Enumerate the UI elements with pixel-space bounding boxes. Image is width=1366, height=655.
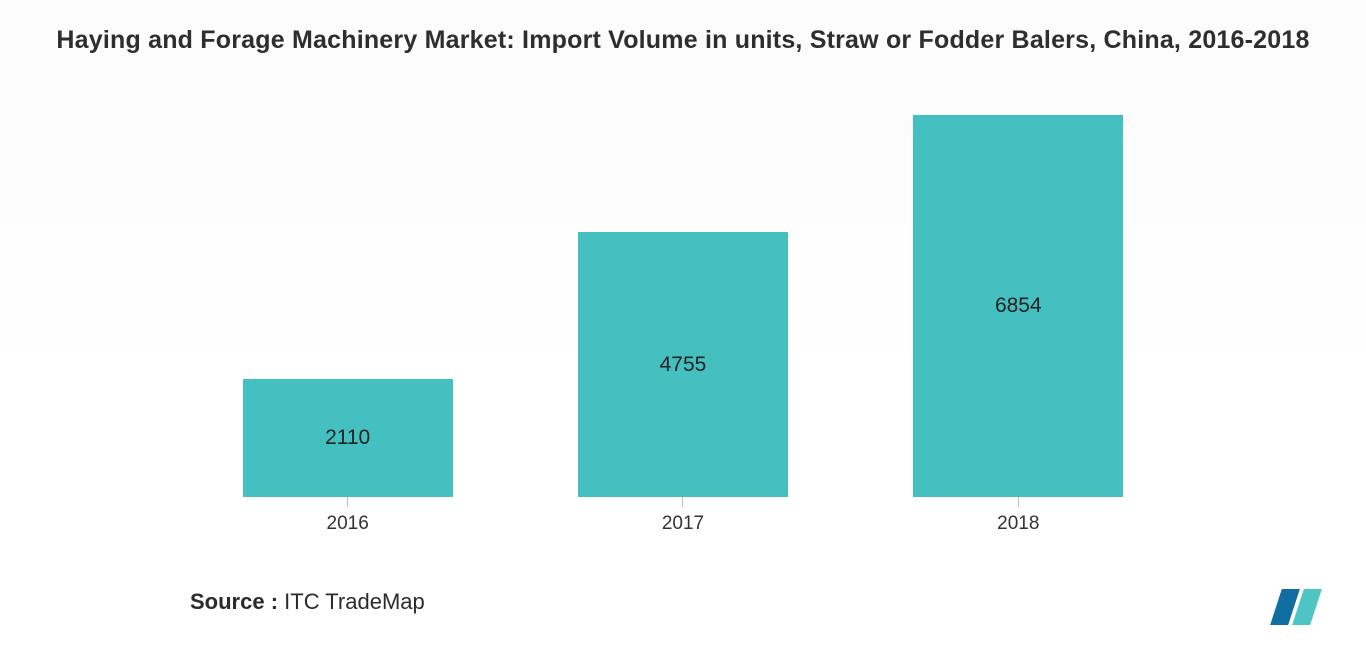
bar-value-label: 6854	[995, 294, 1042, 318]
x-tick-mark	[682, 497, 683, 507]
chart-plot-area: 211047556854 201620172018	[180, 115, 1186, 497]
bar-slot: 4755	[515, 232, 850, 497]
bar-slot: 6854	[851, 115, 1186, 497]
bars-row: 2110 4755 6854	[180, 115, 1186, 497]
chart-title: Haying and Forage Machinery Market: Impo…	[0, 0, 1366, 58]
x-tick-mark	[347, 497, 348, 507]
bar-value-label: 4755	[660, 353, 707, 377]
x-tick-label: 2017	[662, 513, 704, 535]
x-tick-label: 2018	[997, 513, 1039, 535]
source-line: Source : ITC TradeMap	[190, 589, 425, 615]
bar: 4755	[578, 232, 788, 497]
x-tick-cell: 2018	[851, 497, 1186, 535]
source-prefix: Source :	[190, 589, 278, 614]
bar-value-label: 2110	[325, 426, 370, 450]
x-axis: 2016 2017 2018	[180, 497, 1186, 535]
bar: 2110	[243, 379, 453, 497]
x-tick-mark	[1018, 497, 1019, 507]
bar-slot: 2110	[180, 379, 515, 497]
bar: 6854	[913, 115, 1123, 497]
source-text: ITC TradeMap	[284, 589, 425, 614]
chart-container: Haying and Forage Machinery Market: Impo…	[0, 0, 1366, 655]
brand-logo	[1276, 589, 1316, 625]
x-tick-cell: 2017	[515, 497, 850, 535]
x-tick-cell: 2016	[180, 497, 515, 535]
x-tick-label: 2016	[327, 513, 369, 535]
